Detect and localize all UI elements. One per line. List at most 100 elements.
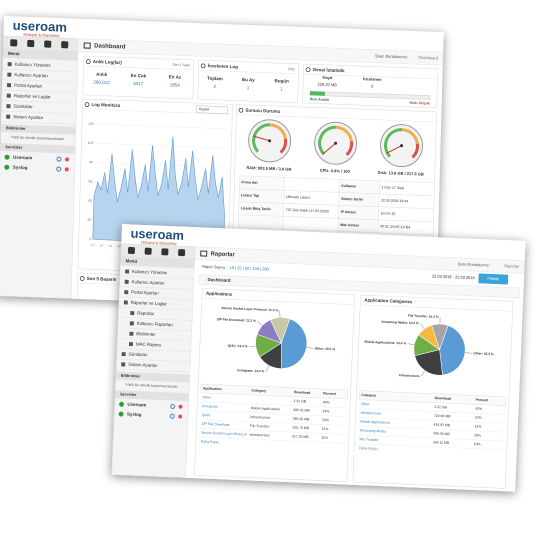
- more-link[interactable]: Daha Fazla..: [201, 439, 221, 444]
- info-cell: [282, 216, 339, 232]
- count-options[interactable]: 10 | 25 | 50 | 100 | 200: [230, 265, 270, 272]
- pie-leader: [420, 370, 426, 377]
- table-cell[interactable]: Secure Socket Layer Protocol: [201, 431, 247, 437]
- info-cell-text: IP Adresi: [341, 210, 356, 215]
- table-header-cell: Download: [435, 396, 452, 401]
- refresh-icon[interactable]: [170, 403, 176, 409]
- toolbar-icon[interactable]: [61, 41, 69, 49]
- column-value: 1: [280, 86, 283, 91]
- menu-item[interactable]: Kullanıcı Ayarları: [132, 279, 165, 285]
- column-label: En Az: [169, 74, 182, 79]
- divider: [116, 368, 190, 373]
- table-cell[interactable]: Streaming Media: [360, 428, 386, 433]
- gauge-needle: [253, 135, 270, 142]
- row-line: [199, 419, 347, 426]
- gauge-band: [269, 123, 287, 140]
- status-icon: [118, 411, 124, 417]
- status-icon: [119, 401, 125, 407]
- gauge-label: RAM: 883.5 MB / 3.9 GB: [246, 165, 291, 172]
- toolbar-icon[interactable]: [127, 246, 135, 255]
- menu-item[interactable]: Günlükler: [13, 104, 33, 110]
- table-cell: 22%: [475, 416, 482, 420]
- toolbar-icon[interactable]: [178, 249, 186, 257]
- table-cell: 317.35 MB: [292, 434, 309, 439]
- refresh-icon[interactable]: [169, 413, 175, 419]
- stop-icon[interactable]: [178, 414, 183, 419]
- table-cell[interactable]: Other: [203, 395, 213, 399]
- menu-item[interactable]: Kullanıcı Yönetimi: [15, 62, 51, 68]
- menu-item[interactable]: Raporlar ve Loglar: [14, 93, 52, 99]
- pie-label: File Transfer: 10.3 %: [408, 314, 439, 319]
- menu-header: [120, 256, 195, 269]
- menu-icon: [121, 352, 126, 357]
- more-link[interactable]: Daha Fazla..: [359, 446, 379, 451]
- refresh-icon[interactable]: [56, 156, 62, 162]
- menu-item[interactable]: MAC Raporu: [136, 341, 162, 347]
- table-cell[interactable]: Other: [361, 402, 371, 406]
- table-cell: 414.92 MB: [433, 423, 450, 428]
- card-title: İncelenen Log: [208, 62, 239, 69]
- pie-label: Instagram: 14.4 %: [237, 368, 264, 373]
- filter-button-label[interactable]: Filtrele: [487, 276, 499, 281]
- toolbar-icon[interactable]: [161, 248, 169, 256]
- column-label: En Çok: [131, 73, 147, 79]
- menu-item[interactable]: Kullanıcı Raporları: [137, 321, 173, 328]
- service-name: Useroam: [13, 155, 32, 161]
- stop-icon[interactable]: [178, 404, 183, 409]
- pie-leader: [420, 323, 425, 330]
- menu-icon: [124, 290, 129, 295]
- row-line: [358, 425, 505, 433]
- divider: [119, 296, 193, 301]
- table-cell: 11%: [322, 427, 329, 431]
- toolbar-icon[interactable]: [144, 247, 152, 255]
- menu-item[interactable]: Kullanıcı Ayarları: [14, 72, 48, 78]
- table-cell[interactable]: File Transfer: [359, 437, 379, 442]
- menu-icon: [7, 72, 12, 77]
- toolbar-icon[interactable]: [44, 40, 52, 48]
- select: [196, 105, 228, 115]
- menu-item[interactable]: Kullanıcı Yönetimi: [132, 269, 167, 275]
- card-icon: [84, 102, 90, 107]
- menu-item[interactable]: Portal Ayarları: [14, 83, 42, 89]
- toolbar-icon[interactable]: [10, 39, 18, 47]
- table-cell[interactable]: Infrastructure: [361, 411, 381, 416]
- info-cell-text: Ultimate Lisans: [286, 195, 310, 200]
- info-cell-text: Firma Adı: [241, 180, 257, 185]
- status-icon: [4, 154, 10, 160]
- table-cell[interactable]: ZIP File Download: [201, 422, 229, 427]
- table-cell[interactable]: Instagram: [202, 404, 218, 409]
- table-cell[interactable]: QUIC: [202, 413, 211, 417]
- info-cell-text: Kullanım: [341, 184, 356, 189]
- filter-button[interactable]: [478, 273, 509, 285]
- toolbar-icon[interactable]: [27, 39, 35, 48]
- menu-item[interactable]: Günlükler: [128, 351, 148, 357]
- count-label: Rapor Sayısı:: [202, 264, 226, 270]
- menu-item[interactable]: Portal Ayarları: [131, 290, 159, 296]
- info-cell-text: 1 Gün 17 Saat: [381, 185, 404, 190]
- info-cell: [237, 214, 284, 230]
- y-tick-label: 0: [89, 237, 91, 241]
- select-value[interactable]: Kişisel: [199, 107, 209, 111]
- stop-icon[interactable]: [64, 167, 69, 172]
- x-tick-label: 10: [91, 243, 95, 247]
- menu-item[interactable]: Bildirimler: [136, 331, 156, 337]
- menu-item[interactable]: Sistem Ayarları: [13, 114, 43, 120]
- menu-title: Menü: [125, 258, 137, 263]
- period: (Ay): [288, 67, 294, 71]
- table-header-cell: Application: [203, 386, 222, 391]
- pie-slice: [439, 325, 466, 376]
- card-divider: [236, 114, 437, 123]
- stop-icon[interactable]: [65, 157, 70, 162]
- menu-item[interactable]: Raporlar: [137, 310, 155, 316]
- table-cell[interactable]: Mobile Applications: [360, 420, 390, 425]
- logo: useroam: [130, 226, 184, 243]
- refresh-icon[interactable]: [56, 166, 62, 172]
- menu-item[interactable]: Sistem Ayarları: [128, 362, 158, 368]
- pie-leader: [306, 347, 314, 349]
- row-line: [200, 401, 348, 409]
- menu-icon: [123, 300, 128, 305]
- menu-item[interactable]: Raporlar ve Loglar: [131, 300, 168, 307]
- notifications-text: Yüklü bir etkinlik bulunmamaktadır: [11, 135, 65, 141]
- menu-icon: [6, 104, 11, 109]
